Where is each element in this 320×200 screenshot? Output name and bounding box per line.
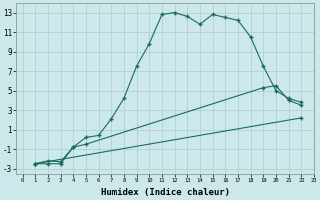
- X-axis label: Humidex (Indice chaleur): Humidex (Indice chaleur): [100, 188, 229, 197]
